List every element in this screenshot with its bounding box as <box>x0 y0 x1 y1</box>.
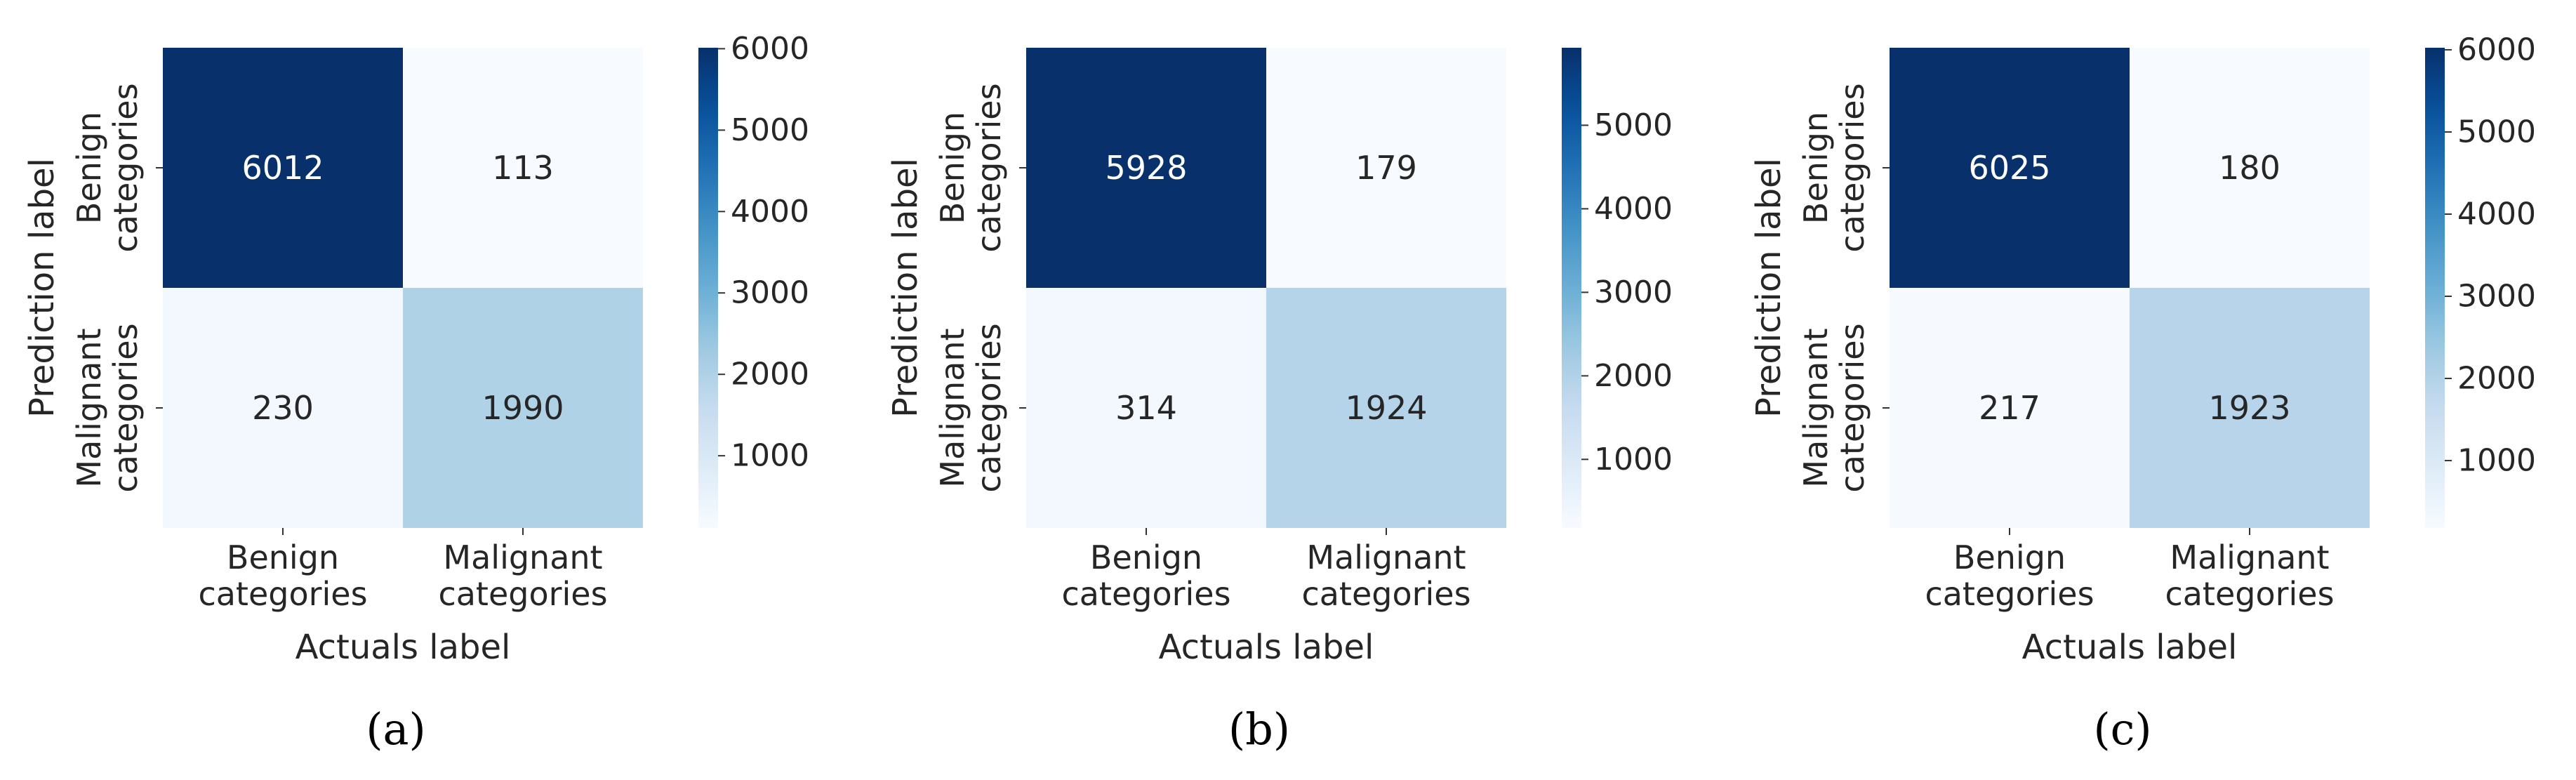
x-tick-label: Malignant <box>2170 538 2329 576</box>
cell-value: 6025 <box>1968 149 2050 187</box>
cell-value: 314 <box>1115 389 1177 427</box>
heatmap-cell <box>1266 288 1506 528</box>
x-tick-label: Malignant <box>1306 538 1466 576</box>
x-tick-label: Malignant <box>443 538 602 576</box>
colorbar-tick-label: 3000 <box>1594 275 1673 310</box>
y-tick-label: categories <box>1833 83 1871 252</box>
x-tick-label: categories <box>2165 575 2334 613</box>
y-tick-label: categories <box>970 323 1008 492</box>
colorbar-tick-label: 1000 <box>1594 442 1673 477</box>
x-tick-label: categories <box>438 575 607 613</box>
cell-value: 179 <box>1355 149 1417 187</box>
cell-value: 1923 <box>2208 389 2290 427</box>
colorbar-tick-label: 5000 <box>2457 114 2536 150</box>
panel-b: 5928 179 314 1924 Benign categories Malignant c… <box>863 0 1722 777</box>
heatmap-cell <box>403 48 643 288</box>
cell-value: 6012 <box>241 149 324 187</box>
cell-value: 180 <box>2219 149 2280 187</box>
heatmap-cell <box>1026 288 1266 528</box>
cell-value: 217 <box>1979 389 2040 427</box>
x-axis-label: Actuals label <box>1159 628 1374 667</box>
panel-label: (b) <box>1228 703 1290 755</box>
x-tick-label: Benign <box>1953 538 2066 576</box>
colorbar <box>1562 48 1581 528</box>
y-tick-label: Benign <box>1797 112 1835 224</box>
heatmap-cell <box>1890 48 2130 288</box>
colorbar-tick-label: 5000 <box>731 112 809 148</box>
y-tick-label: Benign <box>70 112 108 224</box>
heatmap-cell <box>2130 288 2370 528</box>
heatmap-cell <box>403 288 643 528</box>
colorbar-tick-label: 6000 <box>731 31 809 67</box>
colorbar <box>2425 48 2445 528</box>
y-axis-label: Prediction label <box>1749 158 1788 418</box>
heatmap-cell <box>1266 48 1506 288</box>
x-tick-label: categories <box>198 575 367 613</box>
heatmap-cell <box>163 48 403 288</box>
heatmap-cell <box>163 288 403 528</box>
y-tick-label: categories <box>107 323 145 492</box>
cell-value: 230 <box>252 389 314 427</box>
x-tick-label: categories <box>1061 575 1230 613</box>
x-axis-label: Actuals label <box>2022 628 2238 667</box>
y-tick-label: Benign <box>934 112 971 224</box>
y-axis-label: Prediction label <box>22 158 62 418</box>
panel-a: 6012 113 230 1990 Benign categories Malignant c… <box>0 0 859 777</box>
x-tick-label: categories <box>1301 575 1470 613</box>
y-tick-label: categories <box>1833 323 1871 492</box>
colorbar-tick-label: 2000 <box>1594 358 1673 394</box>
colorbar-tick-label: 6000 <box>2457 32 2536 67</box>
y-tick-label: Malignant <box>1797 328 1835 487</box>
y-tick-label: Malignant <box>934 328 971 487</box>
y-tick-label: categories <box>107 83 145 252</box>
x-tick-label: Benign <box>227 538 339 576</box>
x-tick-label: categories <box>1925 575 2094 613</box>
x-axis-label: Actuals label <box>296 628 511 667</box>
colorbar-tick-label: 4000 <box>2457 196 2536 232</box>
y-tick-label: Malignant <box>70 328 108 487</box>
colorbar-tick-label: 5000 <box>1594 107 1673 143</box>
colorbar-tick-label: 1000 <box>731 438 809 474</box>
cell-value: 1924 <box>1345 389 1427 427</box>
panel-c: 6025 180 217 1923 Benign categories Malignant c… <box>1727 0 2576 777</box>
panel-label: (c) <box>2093 703 2151 755</box>
cell-value: 113 <box>492 149 554 187</box>
colorbar-tick-label: 4000 <box>731 194 809 230</box>
colorbar-tick-label: 3000 <box>2457 278 2536 314</box>
cell-value: 5928 <box>1105 149 1187 187</box>
y-tick-label: categories <box>970 83 1008 252</box>
heatmap-cell <box>1026 48 1266 288</box>
colorbar-tick-label: 2000 <box>731 357 809 392</box>
heatmap-cell <box>1890 288 2130 528</box>
y-axis-label: Prediction label <box>886 158 925 418</box>
colorbar-tick-label: 2000 <box>2457 361 2536 397</box>
colorbar-tick-label: 3000 <box>731 275 809 311</box>
heatmap-cell <box>2130 48 2370 288</box>
cell-value: 1990 <box>482 389 564 427</box>
colorbar-tick-label: 4000 <box>1594 191 1673 227</box>
colorbar <box>698 48 718 528</box>
x-tick-label: Benign <box>1090 538 1202 576</box>
panel-label: (a) <box>366 703 425 755</box>
colorbar-tick-label: 1000 <box>2457 443 2536 479</box>
